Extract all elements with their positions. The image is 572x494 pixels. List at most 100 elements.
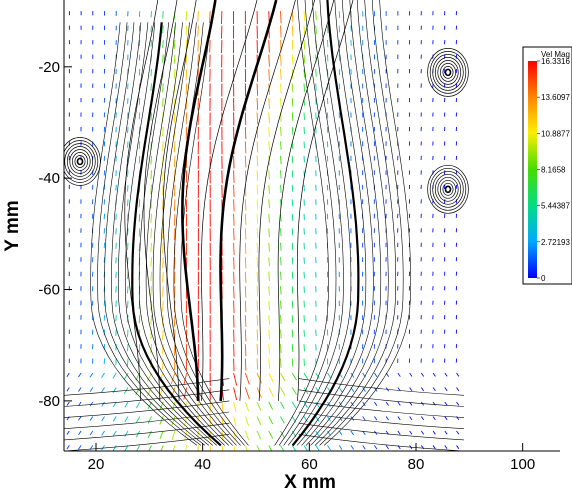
- legend-label: 16.3316: [541, 57, 570, 66]
- velocity-vector: [138, 155, 141, 164]
- velocity-vector: [185, 69, 188, 80]
- velocity-vector: [173, 141, 176, 153]
- velocity-vector: [150, 112, 152, 121]
- velocity-vector: [127, 271, 129, 279]
- velocity-vector: [362, 445, 366, 450]
- velocity-vector: [256, 257, 259, 268]
- velocity-vector: [280, 445, 285, 451]
- velocity-vector: [244, 358, 247, 371]
- velocity-vector: [183, 387, 188, 400]
- velocity-vector: [197, 11, 199, 22]
- velocity-vector: [150, 170, 152, 180]
- velocity-vector: [256, 97, 259, 110]
- velocity-vector: [280, 387, 286, 396]
- velocity-vector: [291, 155, 294, 164]
- velocity-vector: [66, 445, 70, 450]
- streamline: [274, 0, 329, 446]
- velocity-vector: [244, 315, 247, 327]
- velocity-vector: [162, 315, 164, 326]
- velocity-vector: [148, 445, 152, 451]
- velocity-vector: [268, 329, 270, 340]
- streamline: [131, 22, 222, 447]
- velocity-vector: [432, 445, 436, 450]
- velocity-vector: [338, 430, 343, 436]
- velocity-vector: [444, 387, 448, 392]
- velocity-vector: [256, 315, 259, 326]
- vortex-ring: [444, 68, 452, 77]
- streamline: [124, 0, 159, 401]
- velocity-vector: [162, 286, 164, 297]
- velocity-vector: [327, 401, 331, 407]
- velocity-vector: [432, 372, 436, 377]
- velocity-vector: [138, 242, 141, 252]
- velocity-vector: [303, 445, 308, 451]
- velocity-vector: [374, 372, 378, 378]
- velocity-vector: [432, 401, 436, 406]
- velocity-vector: [315, 387, 320, 394]
- velocity-vector: [256, 83, 259, 96]
- velocity-vector: [101, 387, 105, 393]
- velocity-vector: [173, 69, 176, 79]
- velocity-vector: [420, 416, 425, 421]
- streamline: [283, 0, 344, 446]
- x-tick-label: 20: [88, 456, 105, 473]
- streamline: [124, 22, 217, 446]
- velocity-vector: [150, 286, 152, 296]
- velocity-vector: [173, 112, 176, 123]
- velocity-vector: [233, 387, 238, 401]
- vortex-ring: [71, 152, 88, 171]
- velocity-vector: [256, 445, 261, 451]
- velocity-vector: [291, 344, 294, 353]
- velocity-vector: [244, 286, 247, 298]
- velocity-vector: [256, 286, 259, 297]
- velocity-vector: [159, 430, 164, 440]
- vortex-ring: [437, 60, 459, 85]
- velocity-vector: [315, 401, 320, 408]
- velocity-vector: [280, 372, 286, 382]
- velocity-vector: [420, 387, 425, 392]
- velocity-vector: [244, 445, 248, 451]
- velocity-vector: [244, 430, 250, 441]
- velocity-vector: [150, 83, 152, 91]
- velocity-vector: [280, 416, 285, 424]
- velocity-vector: [162, 344, 164, 355]
- velocity-vector: [256, 242, 259, 253]
- velocity-vector: [256, 170, 259, 181]
- vortex-ring: [432, 170, 464, 208]
- velocity-vector: [385, 416, 389, 421]
- velocity-vector: [158, 372, 164, 383]
- velocity-vector: [280, 11, 282, 24]
- velocity-vector: [303, 69, 306, 78]
- velocity-vector: [291, 97, 294, 107]
- velocity-vector: [338, 387, 343, 393]
- velocity-vector: [256, 228, 259, 239]
- velocity-vector: [256, 329, 259, 341]
- vortex-ring: [74, 155, 86, 168]
- streamline: [298, 411, 465, 429]
- velocity-vector: [256, 372, 262, 384]
- velocity-vector: [268, 112, 270, 123]
- streamline: [278, 0, 337, 446]
- velocity-vector: [291, 372, 297, 381]
- velocity-vector: [124, 401, 129, 408]
- velocity-vector: [138, 344, 141, 353]
- streamline: [97, 22, 202, 446]
- velocity-vector: [101, 401, 105, 407]
- velocity-vector: [221, 430, 224, 442]
- colorbar: [528, 61, 537, 278]
- velocity-vector: [146, 372, 152, 382]
- y-tick-label: -20: [38, 59, 60, 76]
- velocity-vector: [78, 387, 82, 392]
- streamline: [90, 22, 198, 446]
- velocity-vector: [444, 416, 448, 421]
- velocity-vector: [112, 387, 117, 394]
- velocity-vector: [89, 401, 94, 407]
- velocity-vector: [162, 271, 164, 283]
- velocity-vector: [244, 155, 247, 168]
- velocity-vector: [244, 271, 247, 284]
- x-tick-label: 40: [194, 456, 211, 473]
- velocity-vector: [150, 184, 152, 194]
- velocity-vector: [147, 416, 152, 424]
- legend-label: 2.72193: [541, 238, 570, 247]
- velocity-vector: [78, 416, 82, 421]
